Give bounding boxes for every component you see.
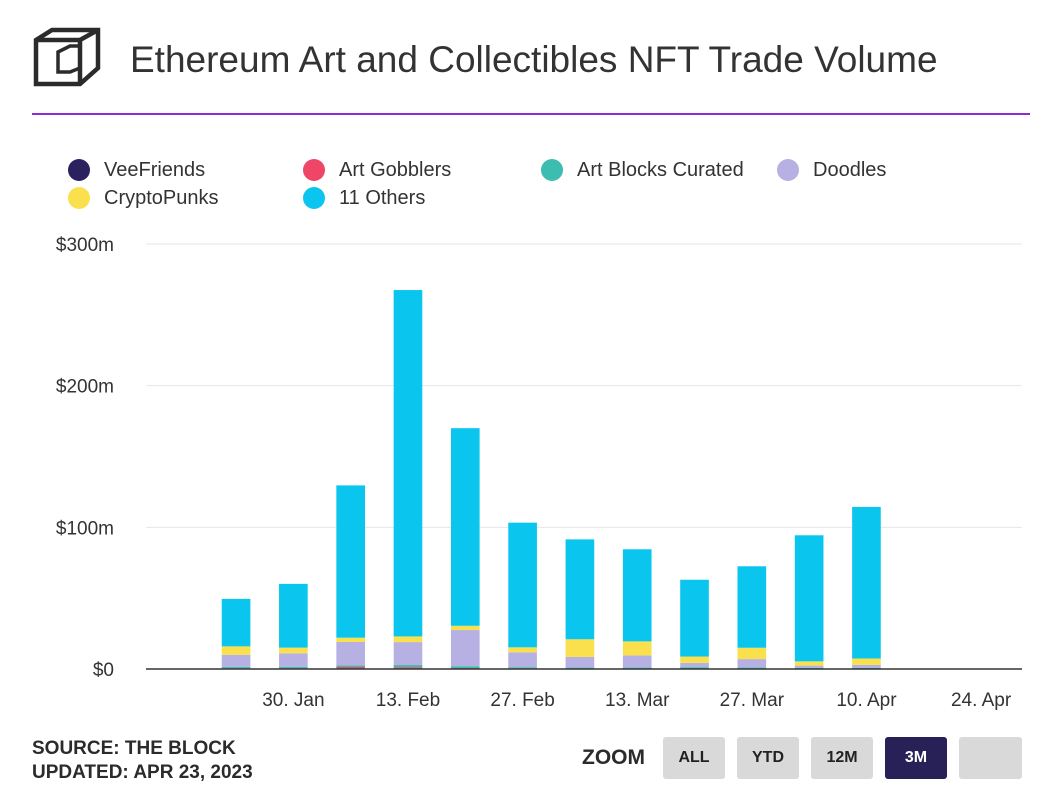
bar-segment[interactable] [279, 666, 308, 669]
bar-segment[interactable] [852, 664, 881, 668]
bar-segment[interactable] [393, 636, 423, 643]
x-tick-label: 30. Jan [262, 690, 324, 711]
bar-segment[interactable] [737, 566, 767, 648]
bar-segment[interactable] [565, 639, 595, 657]
legend-item-doodles[interactable]: Doodles [777, 157, 886, 183]
legend-dot-icon [303, 159, 325, 181]
zoom-extra-button[interactable] [959, 737, 1022, 779]
legend-dot-icon [541, 159, 563, 181]
bar-segment[interactable] [680, 579, 709, 657]
zoom-3m-button[interactable]: 3M [885, 737, 947, 779]
bar-segment[interactable] [393, 665, 423, 668]
bar-segment[interactable] [336, 641, 365, 666]
bar-segment[interactable] [794, 665, 824, 668]
bar-segment[interactable] [279, 647, 308, 654]
chart-title: Ethereum Art and Collectibles NFT Trade … [130, 39, 938, 80]
bar-segment[interactable] [221, 666, 251, 669]
bar-segment[interactable] [565, 539, 595, 640]
bar-segment[interactable] [852, 658, 881, 665]
legend-label: VeeFriends [104, 158, 206, 181]
bar-segment[interactable] [737, 647, 767, 660]
legend-dot-icon [68, 187, 90, 209]
bar-segment[interactable] [221, 598, 251, 647]
legend-label: Doodles [813, 158, 887, 181]
bar-segment[interactable] [393, 667, 423, 669]
x-tick-label: 27. Feb [490, 690, 554, 711]
y-tick-label: $200m [56, 377, 114, 398]
legend-item-11-others[interactable]: 11 Others [303, 185, 425, 211]
bar-segment[interactable] [450, 666, 480, 669]
legend-dot-icon [303, 187, 325, 209]
x-tick-label: 13. Mar [605, 690, 670, 711]
bar-segment[interactable] [737, 667, 767, 669]
bar-segment[interactable] [450, 630, 480, 667]
legend-item-veefriends[interactable]: VeeFriends [68, 157, 205, 183]
bar-segment[interactable] [450, 625, 480, 631]
bar-segment[interactable] [450, 428, 480, 626]
zoom-label: ZOOM [582, 746, 645, 769]
source-text: SOURCE: THE BLOCK [32, 738, 236, 759]
bar-segment[interactable] [565, 667, 595, 669]
legend-label: Art Gobblers [339, 158, 452, 181]
bar-segment[interactable] [852, 506, 881, 659]
x-tick-label: 10. Apr [836, 690, 897, 711]
legend-label: CryptoPunks [104, 186, 219, 209]
bar-segment[interactable] [565, 656, 595, 668]
bar-segment[interactable] [794, 661, 824, 666]
bar-segment[interactable] [221, 654, 251, 667]
zoom-ytd-button[interactable]: YTD [737, 737, 799, 779]
bar-segment[interactable] [622, 655, 652, 668]
bar-segment[interactable] [393, 642, 423, 666]
updated-text: UPDATED: APR 23, 2023 [32, 762, 253, 783]
bar-segment[interactable] [279, 583, 308, 648]
bar-segment[interactable] [336, 665, 365, 668]
bar-segment[interactable] [336, 667, 365, 669]
bar-segment[interactable] [622, 549, 652, 642]
source-note: SOURCE: THE BLOCK UPDATED: APR 23, 2023 [32, 737, 253, 785]
bar-segment[interactable] [336, 637, 365, 642]
bar-segment[interactable] [508, 522, 537, 648]
bar-segment[interactable] [508, 652, 537, 668]
y-tick-label: $0 [93, 660, 114, 681]
stacked-bar-chart: $0 $100m $200m $300m 30. Jan 13. Feb 27. Feb 1… [56, 235, 1022, 711]
bar-segment[interactable] [680, 662, 709, 668]
legend-label: Art Blocks Curated [577, 158, 744, 181]
zoom-all-button[interactable]: ALL [663, 737, 725, 779]
bar-segment[interactable] [852, 667, 881, 669]
zoom-12m-button[interactable]: 12M [811, 737, 873, 779]
bar-segment[interactable] [508, 647, 537, 653]
bar-segment[interactable] [622, 641, 652, 656]
legend-label: 11 Others [339, 186, 426, 209]
bar-segment[interactable] [508, 667, 537, 669]
bar-segment[interactable] [221, 646, 251, 655]
legend-item-art-gobblers[interactable]: Art Gobblers [303, 157, 451, 183]
bar-segment[interactable] [279, 653, 308, 667]
title-divider [32, 113, 1030, 115]
bar-segment[interactable] [680, 667, 709, 669]
bar-segment[interactable] [622, 667, 652, 669]
bar-segment[interactable] [393, 290, 423, 637]
x-tick-label: 27. Mar [720, 690, 785, 711]
x-tick-label: 13. Feb [376, 690, 440, 711]
y-tick-label: $300m [56, 235, 114, 256]
bar-segment[interactable] [794, 535, 824, 662]
bar-segment[interactable] [794, 667, 824, 669]
the-block-logo-icon [33, 27, 101, 87]
legend-dot-icon [777, 159, 799, 181]
bar-segment[interactable] [680, 656, 709, 663]
bar-segment[interactable] [336, 485, 365, 638]
bar-segment[interactable] [737, 659, 767, 668]
y-tick-label: $100m [56, 518, 114, 539]
legend-item-cryptopunks[interactable]: CryptoPunks [68, 185, 219, 211]
legend-item-art-blocks-curated[interactable]: Art Blocks Curated [541, 157, 744, 183]
legend-dot-icon [68, 159, 90, 181]
x-tick-label: 24. Apr [951, 690, 1012, 711]
